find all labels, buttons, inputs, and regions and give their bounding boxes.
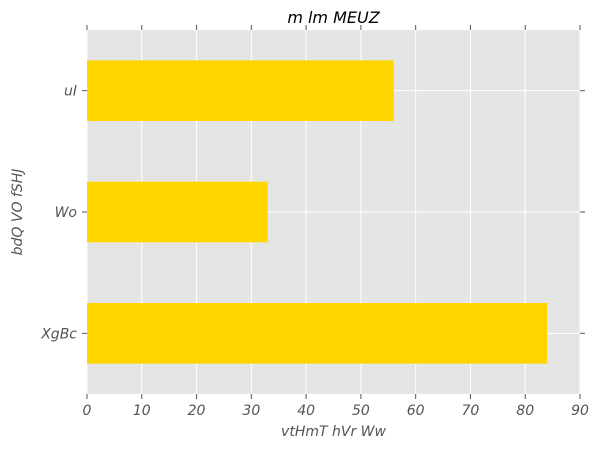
y-tick-label: uI: [64, 84, 77, 100]
y-tick-label: Wo: [55, 205, 77, 221]
x-tick-label: 60: [407, 403, 425, 419]
y-tick-label: XgBc: [40, 326, 77, 342]
x-tick-label: 70: [462, 403, 480, 419]
bar-uI: [87, 60, 394, 121]
x-tick-label: 80: [516, 403, 534, 419]
x-tick-label: 90: [571, 403, 589, 419]
bar-XgBc: [87, 303, 548, 364]
x-tick-label: 10: [133, 403, 151, 419]
bars: [87, 60, 548, 364]
chart-title: m lm MEUZ: [287, 8, 380, 27]
bar-Wo: [87, 181, 268, 243]
x-tick-label: 0: [83, 403, 92, 419]
x-tick-label: 30: [242, 403, 260, 419]
axis-ticks: [82, 25, 585, 399]
tick-labels: 0 10 20 30 40 50 60 70 80 90 XgBc Wo uI: [40, 84, 589, 419]
x-tick-label: 50: [352, 403, 370, 419]
x-tick-label: 20: [188, 403, 206, 419]
y-axis-label: bdQ VO fSHJ: [10, 169, 26, 256]
x-tick-label: 40: [297, 403, 315, 419]
x-axis-label: vtHmT hVr Ww: [281, 424, 386, 440]
